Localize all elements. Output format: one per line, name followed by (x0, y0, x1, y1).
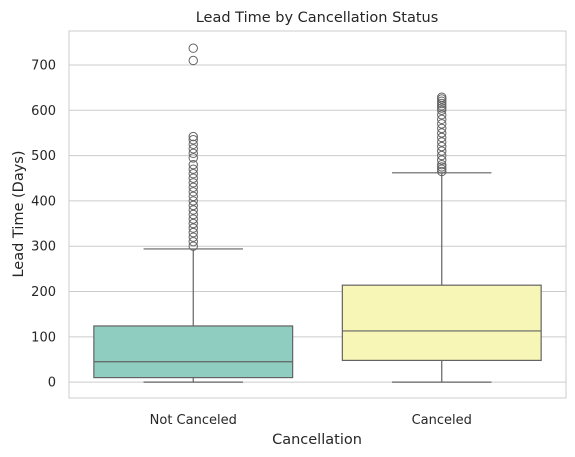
outlier-point (188, 191, 198, 202)
y-tick-label: 0 (48, 376, 56, 391)
outlier-point (188, 241, 198, 251)
outlier-point (437, 103, 447, 113)
y-tick-label: 200 (31, 285, 56, 300)
y-tick-label: 700 (31, 58, 56, 73)
outlier-point (437, 114, 447, 125)
outlier-point (188, 159, 198, 170)
outlier-point (188, 218, 198, 229)
outlier-point (188, 182, 198, 193)
outlier-point (188, 187, 198, 197)
outlier-point (437, 92, 447, 102)
y-tick-label: 300 (31, 240, 56, 255)
iqr-box (341, 284, 542, 361)
outlier-point (437, 105, 447, 115)
outlier-point (188, 178, 198, 188)
boxes (93, 43, 542, 383)
y-tick-label: 600 (31, 104, 56, 119)
outlier-point (188, 200, 198, 211)
plot-frame (68, 30, 567, 399)
outlier-point (188, 232, 198, 242)
outlier-point (188, 153, 198, 163)
y-tick-label: 100 (31, 330, 56, 345)
outlier-point (188, 139, 198, 149)
outlier-point (437, 164, 447, 174)
x-tick-labels: Not Canceled Canceled (150, 413, 472, 428)
outlier-point (437, 123, 447, 134)
outlier-point (437, 162, 447, 172)
outlier-point (437, 137, 447, 147)
x-tick-label: Canceled (412, 413, 472, 428)
outlier-point (188, 55, 198, 66)
outlier-point (437, 155, 447, 165)
outlier-point (188, 223, 198, 233)
outlier-point (188, 148, 198, 159)
outlier-point (437, 166, 447, 177)
outlier-point (437, 146, 447, 156)
outlier-point (188, 236, 198, 247)
outlier-point (188, 169, 198, 179)
x-tick-label: Not Canceled (150, 413, 237, 428)
y-tick-label: 400 (31, 194, 56, 209)
outlier-point (437, 141, 447, 152)
outlier-point (188, 135, 198, 145)
x-axis-label: Cancellation (272, 432, 362, 448)
outlier-point (437, 150, 447, 161)
iqr-box (93, 325, 294, 379)
outlier-point (188, 144, 198, 154)
outlier-point (188, 205, 198, 215)
box-group-0 (93, 43, 294, 383)
y-tick-labels: 0 100 200 300 400 500 600 700 (31, 58, 56, 390)
outlier-point (437, 110, 447, 120)
outlier-point (437, 98, 447, 109)
plot-border (68, 30, 567, 399)
outlier-point (437, 128, 447, 138)
y-tick-label: 500 (31, 149, 56, 164)
outlier-point (188, 196, 198, 206)
outlier-point (188, 227, 198, 238)
outlier-point (188, 43, 198, 53)
outlier-point (188, 209, 198, 220)
y-axis-label: Lead Time (Days) (11, 150, 27, 277)
outlier-point (437, 119, 447, 129)
outlier-point (437, 159, 447, 170)
outlier-point (188, 164, 198, 174)
outlier-point (188, 131, 198, 142)
box-group-1 (341, 92, 542, 383)
outlier-point (188, 214, 198, 224)
chart-title: Lead Time by Cancellation Status (196, 10, 439, 26)
outlier-point (437, 132, 447, 143)
outlier-point (437, 96, 447, 106)
outlier-point (188, 173, 198, 183)
